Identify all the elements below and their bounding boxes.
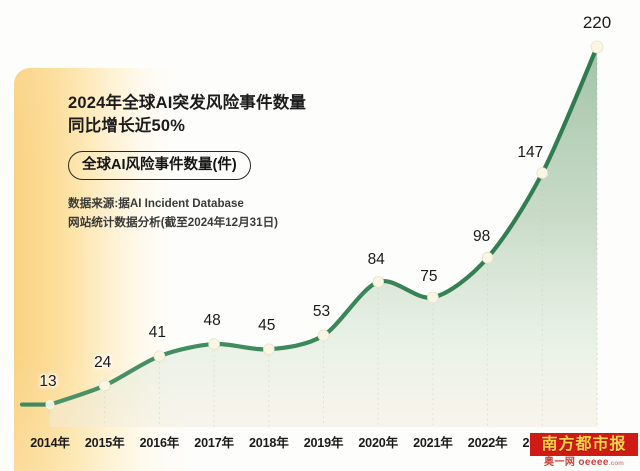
x-axis-label-2019年: 2019年 bbox=[303, 436, 344, 450]
x-axis-label-2014年: 2014年 bbox=[30, 436, 70, 450]
series-badge: 全球AI风险事件数量(件) bbox=[68, 150, 251, 180]
x-axis-label-2016年: 2016年 bbox=[139, 436, 180, 450]
value-label-2021年: 75 bbox=[420, 268, 438, 286]
watermark-brand: 南方都市报 bbox=[530, 433, 638, 456]
data-point-2017年[interactable] bbox=[208, 338, 220, 350]
watermark-site: 奥一网 oeeee.com bbox=[530, 458, 638, 468]
value-label-2024年: 220 bbox=[582, 13, 612, 32]
watermark-site-url: oeeee bbox=[578, 457, 609, 468]
data-point-2023年[interactable] bbox=[536, 167, 549, 179]
x-axis-label-2018年: 2018年 bbox=[248, 436, 289, 450]
watermark: 南方都市报 奥一网 oeeee.com bbox=[530, 433, 638, 468]
x-axis-label-2015年: 2015年 bbox=[84, 436, 125, 450]
x-axis-label-2020年: 2020年 bbox=[358, 436, 398, 450]
x-axis-label-2021年: 2021年 bbox=[413, 436, 453, 450]
data-point-2016年[interactable] bbox=[153, 350, 166, 362]
data-point-2022年[interactable] bbox=[481, 251, 494, 264]
data-point-2018年[interactable] bbox=[262, 343, 275, 356]
data-point-2021年[interactable] bbox=[427, 291, 439, 304]
value-label-2015年: 24 bbox=[94, 353, 112, 371]
value-label-2016年: 41 bbox=[148, 324, 167, 342]
source-line-1: 数据来源:据AI Incident Database bbox=[68, 196, 244, 210]
data-point-2020年[interactable] bbox=[372, 276, 385, 288]
headline-line-1: 2024年全球AI突发风险事件数量 bbox=[68, 94, 307, 112]
chart-text-block: 2024年全球AI突发风险事件数量 同比增长近50% 全球AI风险事件数量(件)… bbox=[68, 92, 368, 233]
data-point-2024年[interactable] bbox=[590, 40, 604, 54]
data-point-2019年[interactable] bbox=[317, 329, 330, 342]
headline-line-2: 同比增长近50% bbox=[68, 117, 186, 136]
x-axis-label-2017年: 2017年 bbox=[194, 436, 234, 450]
value-label-2022年: 98 bbox=[472, 227, 491, 245]
watermark-site-tld: .com bbox=[608, 460, 624, 467]
chart-area-fill bbox=[50, 47, 597, 427]
source-line-2: 网站统计数据分析(截至2024年12月31日) bbox=[68, 215, 279, 229]
watermark-site-cn: 奥一网 bbox=[544, 457, 576, 468]
area-fill-path bbox=[50, 47, 597, 427]
chart-markers bbox=[45, 40, 604, 410]
data-point-2015年[interactable] bbox=[98, 379, 111, 392]
x-axis-label-2022年: 2022年 bbox=[467, 436, 508, 450]
value-label-2023年: 147 bbox=[517, 144, 544, 162]
value-label-2019年: 53 bbox=[312, 303, 331, 321]
value-label-2018年: 45 bbox=[258, 317, 276, 335]
value-label-2020年: 84 bbox=[367, 250, 385, 268]
value-label-2017年: 48 bbox=[203, 312, 221, 330]
value-label-2014年: 13 bbox=[39, 372, 57, 390]
data-point-2014年[interactable] bbox=[45, 399, 55, 410]
